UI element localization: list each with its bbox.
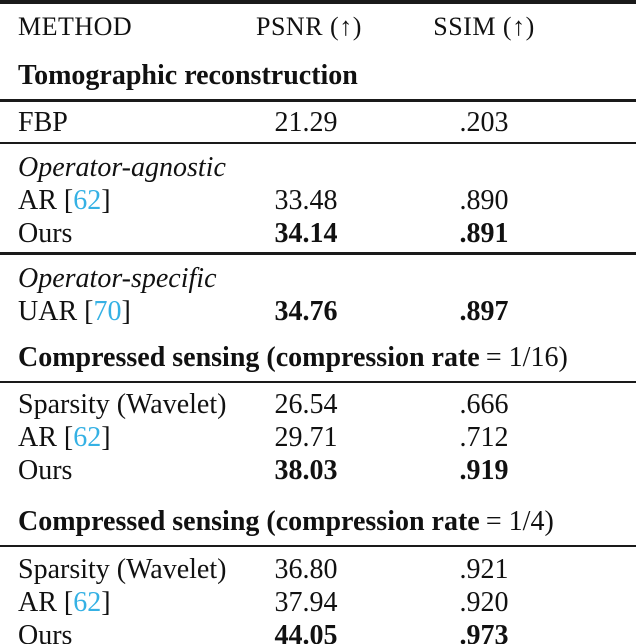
psnr-cell: 33.48 bbox=[274, 185, 338, 216]
method-cell: AR [62] bbox=[0, 586, 256, 619]
psnr-cell: 38.03 bbox=[274, 454, 338, 486]
row-group-operator-agnostic: Operator-agnostic AR [62] 33.48 .890 Our… bbox=[0, 144, 636, 252]
bracket-close: ] bbox=[101, 586, 111, 618]
citation-link[interactable]: 70 bbox=[93, 295, 122, 327]
row-group: FBP 21.29 .203 bbox=[0, 102, 636, 142]
ssim-cell: .921 bbox=[459, 553, 509, 585]
ssim-cell: .712 bbox=[459, 421, 509, 453]
method-cell: AR [62] bbox=[0, 421, 256, 454]
table-row-sparsity: Sparsity (Wavelet) 36.80 .921 bbox=[0, 553, 612, 586]
divider-rule bbox=[0, 141, 636, 144]
row-group-cs16: Sparsity (Wavelet) 26.54 .666 AR [62] 29… bbox=[0, 383, 636, 487]
ssim-cell: .890 bbox=[459, 185, 509, 216]
method-cell: FBP bbox=[18, 106, 68, 138]
table-row-uar: UAR [70] 34.76 .897 bbox=[0, 295, 612, 328]
method-cell: AR [62] bbox=[0, 184, 256, 217]
table-row-ar: AR [62] 29.71 .712 bbox=[0, 421, 612, 454]
method-label: AR [ bbox=[18, 185, 74, 216]
section-heading-tomographic: Tomographic reconstruction bbox=[18, 60, 358, 91]
psnr-cell: 29.71 bbox=[274, 421, 338, 453]
citation-link[interactable]: 62 bbox=[73, 185, 102, 216]
section-heading-math: = 1/16) bbox=[485, 341, 568, 373]
bracket-close: ] bbox=[101, 185, 111, 216]
method-label: UAR [ bbox=[18, 295, 94, 327]
table-row-ar: AR [62] 37.94 .920 bbox=[0, 586, 612, 619]
ssim-cell: .203 bbox=[459, 106, 509, 138]
section-heading-cs4: Compressed sensing (compression rate = 1/… bbox=[0, 504, 636, 540]
table-row-sparsity: Sparsity (Wavelet) 26.54 .666 bbox=[0, 388, 612, 421]
method-label: AR [ bbox=[18, 421, 74, 453]
bracket-close: ] bbox=[101, 421, 111, 453]
method-cell: Sparsity (Wavelet) bbox=[18, 553, 227, 585]
method-cell: UAR [70] bbox=[0, 295, 256, 328]
section-heading-math: = 1/4) bbox=[485, 505, 554, 537]
ssim-cell: .919 bbox=[459, 454, 509, 486]
subgroup-label-operator-specific: Operator-specific bbox=[18, 262, 217, 294]
divider-rule bbox=[0, 99, 636, 102]
table-row-ours: Ours 34.14 .891 bbox=[0, 217, 612, 250]
section-heading-text: Compressed sensing (compression rate bbox=[18, 341, 480, 373]
psnr-cell: 37.94 bbox=[274, 586, 338, 618]
table-row-ar: AR [62] 33.48 .890 bbox=[0, 184, 612, 217]
method-label: AR [ bbox=[18, 586, 74, 618]
method-cell: Sparsity (Wavelet) bbox=[18, 388, 227, 420]
divider-rule bbox=[0, 544, 636, 547]
divider-rule bbox=[0, 380, 636, 383]
method-cell: Ours bbox=[18, 454, 73, 486]
psnr-cell: 21.29 bbox=[274, 106, 338, 138]
psnr-cell: 34.76 bbox=[274, 295, 338, 327]
subgroup-label-operator-agnostic: Operator-agnostic bbox=[18, 152, 226, 183]
psnr-cell: 44.05 bbox=[274, 619, 338, 644]
table-row-ours: Ours 38.03 .919 bbox=[0, 454, 612, 487]
psnr-cell: 34.14 bbox=[274, 218, 338, 249]
ssim-cell: .891 bbox=[459, 218, 509, 249]
ssim-cell: .973 bbox=[459, 619, 509, 644]
psnr-cell: 36.80 bbox=[274, 553, 338, 585]
column-header-method: METHOD bbox=[18, 12, 133, 41]
bracket-close: ] bbox=[121, 295, 131, 327]
ssim-cell: .897 bbox=[459, 295, 509, 327]
column-header-psnr: PSNR (↑) bbox=[256, 12, 362, 41]
column-header-ssim: SSIM (↑) bbox=[433, 12, 535, 41]
ssim-cell: .920 bbox=[459, 586, 509, 618]
table-row-ours: Ours 44.05 .973 bbox=[0, 619, 612, 644]
section-heading-cs16: Compressed sensing (compression rate = 1/… bbox=[0, 340, 636, 376]
ssim-cell: .666 bbox=[459, 388, 509, 420]
citation-link[interactable]: 62 bbox=[73, 586, 102, 618]
row-group-cs4: Sparsity (Wavelet) 36.80 .921 AR [62] 37… bbox=[0, 547, 636, 644]
method-cell: Ours bbox=[18, 619, 73, 644]
table-header-row: METHOD PSNR (↑) SSIM (↑) bbox=[0, 4, 612, 41]
method-cell: Ours bbox=[18, 218, 73, 249]
table-row-fbp: FBP 21.29 .203 bbox=[0, 106, 612, 139]
section-heading-text: Compressed sensing (compression rate bbox=[18, 505, 480, 537]
psnr-cell: 26.54 bbox=[274, 388, 338, 420]
divider-rule bbox=[0, 252, 636, 255]
top-rule bbox=[0, 0, 636, 4]
row-group-operator-specific: Operator-specific UAR [70] 34.76 .897 bbox=[0, 255, 636, 328]
citation-link[interactable]: 62 bbox=[73, 421, 102, 453]
